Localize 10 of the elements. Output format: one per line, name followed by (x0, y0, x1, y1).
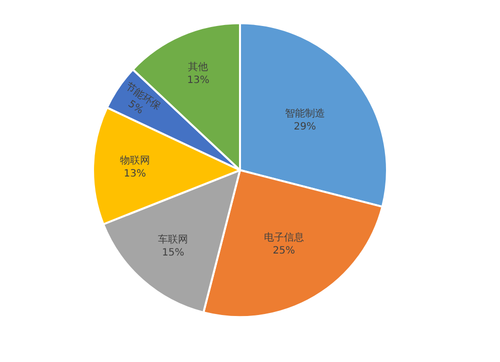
data-label: 29% (294, 121, 316, 132)
slice-label: 智能制造 (284, 107, 325, 120)
slice-label: 车联网 (158, 233, 188, 246)
slice-label: 物联网 (120, 154, 150, 166)
data-label: 25% (272, 246, 295, 257)
data-label: 13% (124, 168, 146, 180)
data-label: 15% (162, 247, 184, 258)
data-label: 13% (187, 75, 210, 86)
slice-label: 电子信息 (264, 232, 304, 244)
slice-label: 其他 (188, 61, 208, 74)
